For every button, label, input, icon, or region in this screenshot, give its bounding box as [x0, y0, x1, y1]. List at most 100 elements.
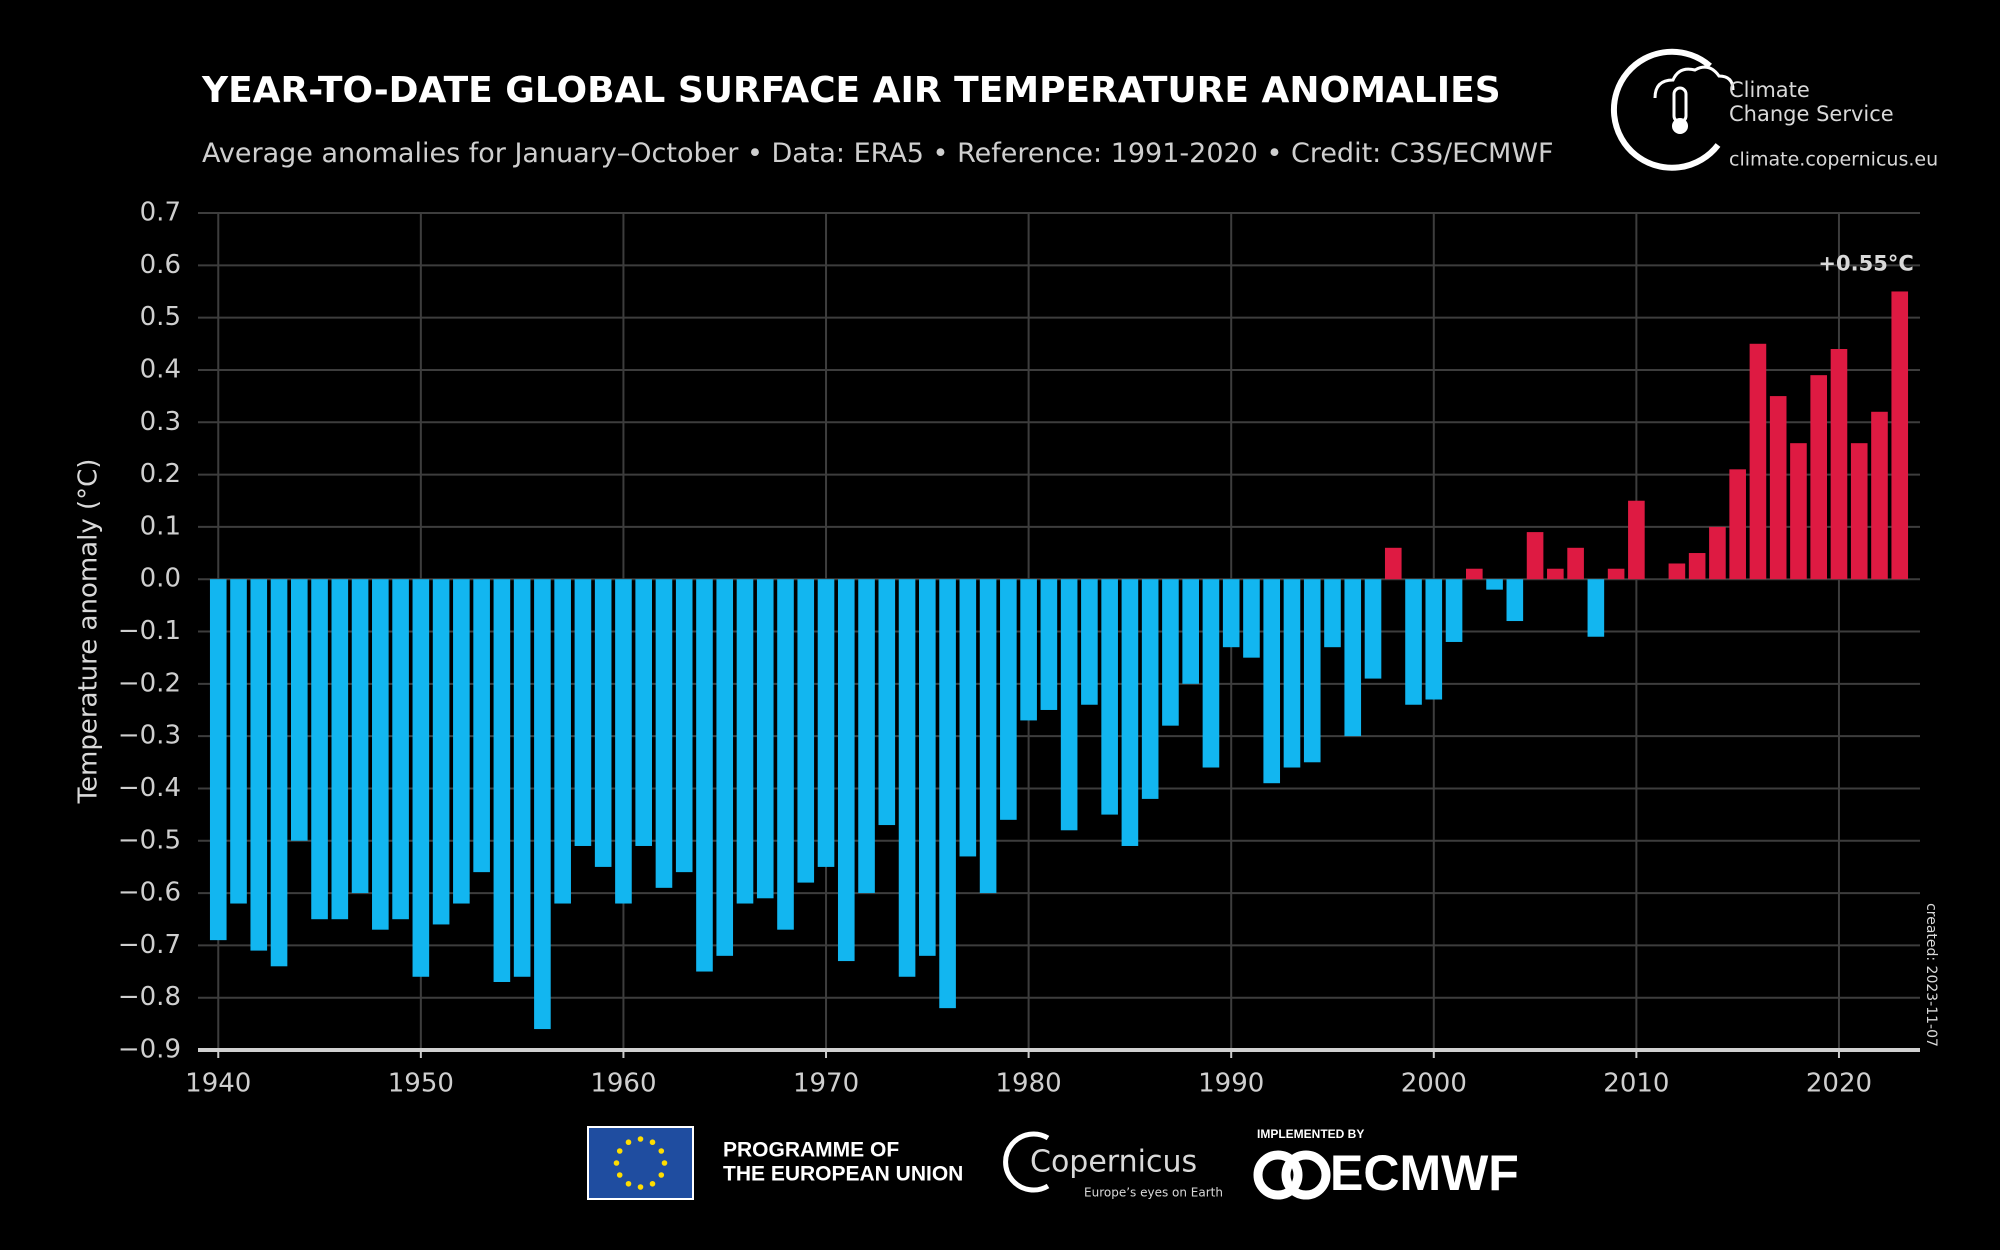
bar: [1000, 579, 1017, 820]
bar: [1283, 579, 1301, 768]
bar: [1688, 553, 1706, 580]
ecmwf-symbol: [1253, 1150, 1303, 1200]
eu-star: [649, 1180, 656, 1187]
bar: [1749, 343, 1767, 580]
bar: [554, 579, 571, 904]
x-tick-label: 2020: [1806, 1069, 1872, 1099]
bar: [574, 579, 592, 846]
bar: [230, 579, 247, 904]
bar: [615, 579, 632, 904]
created-date: created: 2023-11-07: [1923, 903, 1939, 1047]
bar: [1060, 579, 1078, 831]
bar: [1526, 532, 1544, 580]
bar: [1547, 568, 1564, 580]
bar: [209, 579, 227, 941]
bar: [1668, 563, 1686, 580]
bar: [675, 579, 693, 873]
bar: [959, 579, 977, 857]
annotation: +0.55°C: [1818, 251, 1913, 275]
chart-title: YEAR-TO-DATE GLOBAL SURFACE AIR TEMPERAT…: [201, 70, 1501, 111]
x-tick-label: 1980: [996, 1069, 1062, 1099]
bar: [1567, 547, 1584, 580]
eu-text: PROGRAMME OF: [723, 1139, 899, 1162]
eu-text: THE EUROPEAN UNION: [723, 1163, 963, 1186]
bar: [817, 579, 835, 867]
bar: [1607, 568, 1625, 580]
ecmwf-symbol: [1281, 1150, 1331, 1200]
bar: [716, 579, 734, 956]
x-tick-label: 1990: [1198, 1069, 1264, 1099]
bar: [493, 579, 511, 982]
bar: [1040, 579, 1058, 710]
eu-star: [616, 1148, 623, 1154]
bar: [1324, 579, 1341, 648]
bar: [878, 579, 896, 826]
bar: [1506, 579, 1524, 622]
eu-star: [625, 1180, 632, 1187]
copernicus-text: Copernicus: [1030, 1145, 1197, 1180]
y-tick-label: −0.2: [118, 668, 181, 698]
logo-thermometer: [1672, 86, 1688, 124]
bar: [797, 579, 815, 883]
x-tick-label: 2000: [1401, 1069, 1467, 1099]
eu-star: [649, 1139, 656, 1146]
bar: [777, 579, 794, 930]
bar: [594, 579, 612, 867]
y-tick-label: 0.4: [140, 354, 181, 384]
bar: [1830, 349, 1848, 580]
bar: [756, 579, 774, 899]
bar: [1364, 579, 1382, 679]
bar: [1587, 579, 1605, 637]
bar: [1628, 500, 1645, 580]
bar: [372, 579, 389, 930]
bar: [1121, 579, 1139, 846]
y-tick-label: −0.6: [118, 878, 181, 908]
bar: [1790, 443, 1807, 580]
bar: [1891, 291, 1909, 580]
bar: [1810, 375, 1828, 580]
bar: [392, 579, 409, 920]
eu-star: [637, 1136, 644, 1142]
copernicus-arc: [1003, 1131, 1050, 1193]
bar: [898, 579, 916, 977]
bar: [534, 579, 551, 1030]
bar: [270, 579, 288, 967]
x-tick-label: 2010: [1603, 1069, 1669, 1099]
x-tick-label: 1970: [793, 1069, 859, 1099]
logo-url: climate.copernicus.eu: [1729, 149, 1938, 171]
bar: [1769, 396, 1787, 580]
logo-text: Climate: [1729, 78, 1810, 102]
y-tick-label: −0.3: [118, 721, 181, 751]
y-tick-label: 0.7: [140, 198, 181, 228]
y-tick-label: 0.0: [140, 564, 181, 594]
bar: [1445, 579, 1463, 642]
bar: [1303, 579, 1321, 763]
bar: [1344, 579, 1362, 737]
bar: [1162, 579, 1179, 726]
logo-bulb: [1672, 118, 1688, 134]
y-tick-label: 0.5: [140, 302, 181, 332]
x-tick-label: 1950: [388, 1069, 454, 1099]
x-tick-label: 1960: [590, 1069, 656, 1099]
x-tick-label: 1940: [185, 1069, 251, 1099]
bar: [696, 579, 713, 972]
bar: [1709, 526, 1726, 580]
bar: [979, 579, 997, 894]
eu-star: [658, 1172, 665, 1178]
y-tick-label: 0.1: [140, 511, 181, 541]
logo-arc: [1610, 48, 1721, 171]
eu-star: [616, 1172, 623, 1178]
bar: [1729, 469, 1746, 580]
bar: [1465, 568, 1483, 580]
bar: [1384, 547, 1402, 580]
bar: [1405, 579, 1422, 705]
eu-star: [637, 1184, 644, 1190]
bar: [1486, 579, 1503, 590]
bar: [837, 579, 855, 962]
eu-star: [625, 1139, 632, 1146]
y-tick-label: −0.5: [118, 825, 181, 855]
bar: [635, 579, 653, 846]
eu-stars: [613, 1136, 668, 1190]
bar: [1202, 579, 1220, 768]
